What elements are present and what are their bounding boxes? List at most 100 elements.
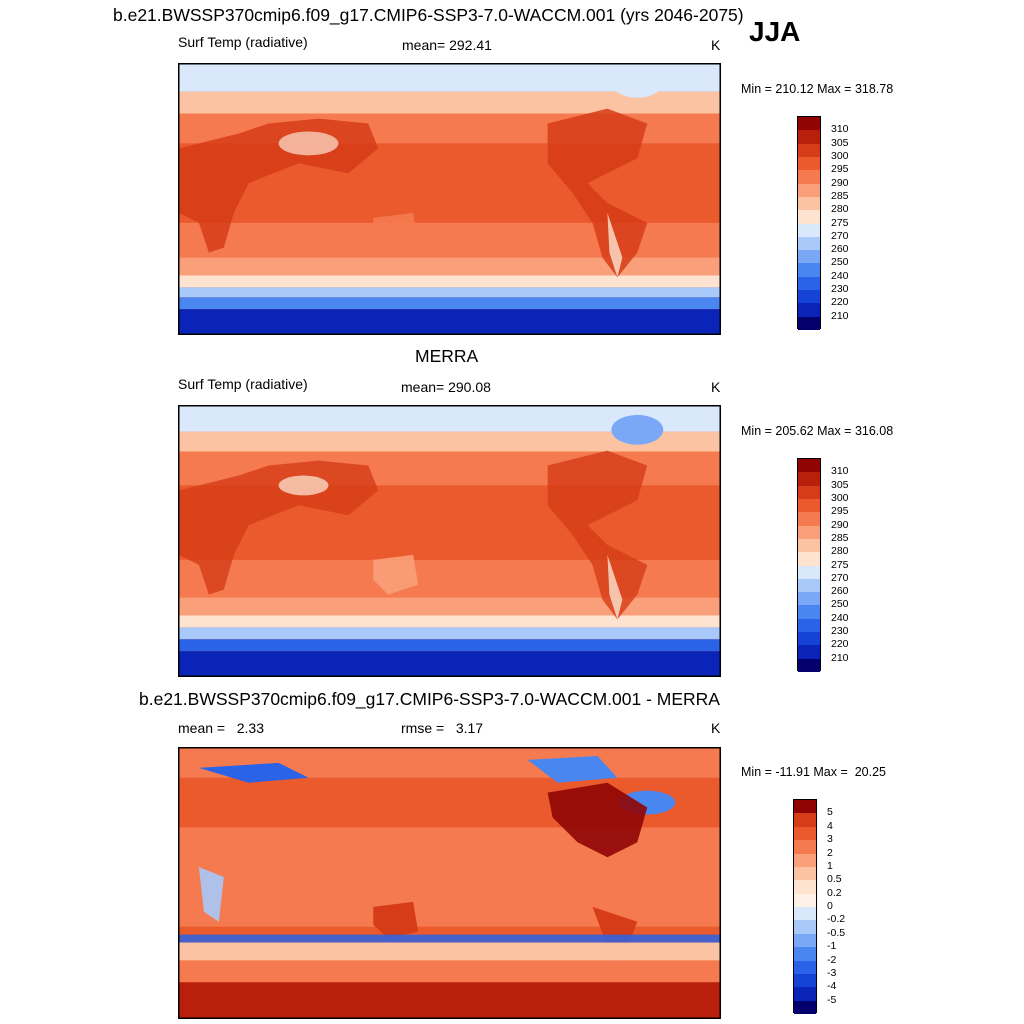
colorbar-swatch [794, 866, 816, 881]
colorbar-swatch [798, 512, 820, 526]
colorbar-tick-label: 305 [831, 478, 849, 491]
colorbar-tick-label: 285 [831, 531, 849, 544]
colorbar-swatch [798, 618, 820, 633]
colorbar-tick-label: -4 [827, 980, 837, 993]
colorbar-swatch [794, 893, 816, 907]
colorbar-swatch [794, 840, 816, 854]
colorbar-tick-label: 295 [831, 163, 849, 176]
colorbar-tick-label: 210 [831, 309, 849, 322]
colorbar-swatch [798, 658, 820, 672]
colorbar-swatch [798, 525, 820, 539]
colorbar-swatch [798, 485, 820, 499]
colorbar-swatch [798, 538, 820, 553]
colorbar-tick-label: 220 [831, 296, 849, 309]
colorbar-tick-label: 285 [831, 189, 849, 202]
colorbar-swatch [798, 236, 820, 251]
title-obs: MERRA [415, 346, 479, 366]
colorbar-tick-label: 270 [831, 571, 849, 584]
colorbar-swatch [798, 223, 820, 237]
colorbar-model: 210 220 230 240 250 260 270 275 280 285 290 295 300 3… [797, 116, 887, 330]
colorbar-swatch [794, 1000, 816, 1014]
colorbar-tick-label: 0.2 [827, 886, 842, 899]
colorbar-tick-label: 260 [831, 585, 849, 598]
colorbar-swatch [794, 907, 816, 921]
colorbar-swatch [798, 290, 820, 304]
minmax-label-obs: Min = 205.62 Max = 316.08 [741, 424, 894, 438]
colorbar-model-boxes [797, 116, 821, 330]
colorbar-tick-label: 240 [831, 611, 849, 624]
colorbar-swatch [798, 130, 820, 144]
colorbar-tick-label: -0.5 [827, 926, 846, 939]
colorbar-swatch [798, 592, 820, 606]
colorbar-tick-label: 3 [827, 833, 833, 846]
map-model [178, 63, 721, 335]
colorbar-swatch [794, 960, 816, 974]
season-label: JJA [749, 16, 801, 47]
colorbar-diff-boxes [793, 799, 817, 1014]
map-obs [178, 405, 721, 677]
minmax-label-model: Min = 210.12 Max = 318.78 [741, 82, 894, 96]
colorbar-swatch [798, 143, 820, 157]
title-diff: b.e21.BWSSP370cmip6.f09_g17.CMIP6-SSP3-7… [139, 689, 720, 709]
colorbar-swatch [794, 826, 816, 841]
colorbar-swatch [798, 472, 820, 486]
colorbar-tick-label: 260 [831, 243, 849, 256]
colorbar-tick-label: 2 [827, 846, 833, 859]
colorbar-obs: 210 220 230 240 250 260 270 275 280 285 290 295 300 3… [797, 458, 887, 672]
colorbar-swatch [798, 210, 820, 224]
colorbar-tick-label: -2 [827, 953, 837, 966]
map-model-svg [179, 64, 720, 334]
colorbar-tick-label: 5 [827, 806, 833, 819]
colorbar-swatch [798, 250, 820, 264]
colorbar-swatch [798, 605, 820, 619]
colorbar-tick-label: 230 [831, 283, 849, 296]
colorbar-swatch [798, 303, 820, 317]
mean-label-obs: mean= 290.08 [401, 379, 491, 395]
colorbar-swatch [798, 263, 820, 277]
units-label-diff: K [711, 720, 721, 736]
rmse-label-diff: rmse = 3.17 [401, 720, 484, 736]
colorbar-swatch [798, 565, 820, 579]
colorbar-swatch [794, 987, 816, 1001]
colorbar-swatch [794, 947, 816, 961]
colorbar-swatch [794, 880, 816, 894]
colorbar-tick-label: -0.2 [827, 913, 846, 926]
map-diff [178, 747, 721, 1019]
colorbar-swatch [798, 170, 820, 184]
colorbar-tick-label: 220 [831, 638, 849, 651]
colorbar-tick-label: 295 [831, 505, 849, 518]
colorbar-swatch [794, 920, 816, 934]
mean-label-diff: mean = 2.33 [178, 720, 265, 736]
colorbar-tick-label: 300 [831, 149, 849, 162]
minmax-label-diff: Min = -11.91 Max = 20.25 [741, 765, 886, 779]
colorbar-tick-label: 310 [831, 123, 849, 136]
colorbar-tick-label: 300 [831, 491, 849, 504]
colorbar-tick-label: 250 [831, 598, 849, 611]
colorbar-swatch [798, 117, 820, 131]
colorbar-tick-label: 280 [831, 203, 849, 216]
colorbar-swatch [798, 196, 820, 211]
colorbar-tick-label: 280 [831, 545, 849, 558]
colorbar-tick-label: 305 [831, 136, 849, 149]
colorbar-swatch [794, 973, 816, 988]
units-label-obs: K [711, 379, 721, 395]
units-label-model: K [711, 37, 721, 53]
colorbar-swatch [798, 156, 820, 171]
colorbar-tick-label: -1 [827, 940, 837, 953]
colorbar-tick-label: 0 [827, 900, 833, 912]
colorbar-swatch [794, 800, 816, 814]
variable-label-model: Surf Temp (radiative) [178, 34, 308, 50]
colorbar-tick-label: 290 [831, 518, 849, 531]
colorbar-swatch [798, 645, 820, 659]
colorbar-tick-label: 1 [827, 859, 833, 872]
colorbar-tick-label: -5 [827, 993, 837, 1006]
colorbar-swatch [798, 578, 820, 593]
mean-label-model: mean= 292.41 [402, 37, 492, 53]
colorbar-tick-label: 290 [831, 176, 849, 189]
variable-label-obs: Surf Temp (radiative) [178, 376, 308, 392]
colorbar-tick-label: 275 [831, 216, 849, 229]
colorbar-tick-label: 270 [831, 229, 849, 242]
colorbar-tick-label: 310 [831, 465, 849, 478]
colorbar-swatch [798, 276, 820, 291]
title-model: b.e21.BWSSP370cmip6.f09_g17.CMIP6-SSP3-7… [113, 5, 744, 25]
